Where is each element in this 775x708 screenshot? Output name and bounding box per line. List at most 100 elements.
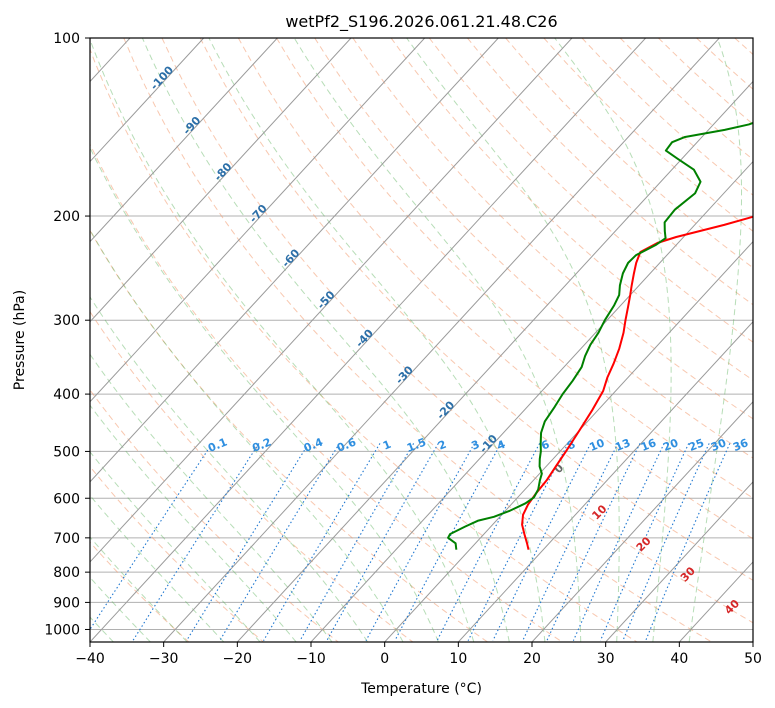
x-tick-label: 20 — [523, 651, 541, 667]
mixing-ratio-line — [599, 443, 690, 641]
isotherm-line — [90, 38, 573, 563]
profile-series — [447, 121, 753, 550]
axis-ticks: −40 −30 −20 −10 0 10 20 30 40 50 100 200 300 400 500 60… — [44, 31, 762, 667]
isotherm-line — [90, 38, 205, 163]
mixing-ratio-line — [263, 443, 381, 641]
dry-adiabat-line — [90, 541, 190, 642]
moist-adiabat-line — [90, 494, 225, 642]
dry-adiabat-line — [390, 38, 753, 381]
moist-adiabat-line — [90, 536, 188, 642]
isotherm-line — [90, 38, 426, 403]
x-tick-label: 30 — [597, 651, 615, 667]
moist-adiabat-line — [90, 38, 475, 642]
x-tick-label: −10 — [296, 651, 326, 667]
dewpoint-line — [447, 121, 753, 550]
dry-adiabat-line — [199, 38, 753, 581]
isotherm-label: -70 — [247, 202, 270, 226]
moist-adiabat-line — [208, 38, 546, 642]
x-tick-label: −30 — [149, 651, 179, 667]
mixing-ratio-label: 0.2 — [250, 435, 273, 454]
dry-adiabat-line — [543, 38, 753, 232]
y-tick-label: 700 — [53, 531, 80, 547]
mixing-ratio-label: 0.6 — [335, 435, 358, 454]
dry-adiabat-line — [734, 38, 753, 56]
mixing-ratio-label: 8 — [565, 438, 577, 453]
mixing-ratio-line — [394, 443, 502, 641]
moist-adiabat-line — [90, 451, 261, 642]
y-tick-label: 200 — [53, 209, 80, 225]
dry-adiabat-line — [90, 465, 264, 642]
mixing-ratio-label: 25 — [687, 436, 706, 454]
x-axis-label: Temperature (°C) — [360, 681, 482, 697]
isotherm-line — [457, 320, 753, 642]
mixing-ratio-label: 10 — [587, 436, 606, 454]
isotherm-line — [90, 38, 278, 243]
y-tick-label: 400 — [53, 387, 80, 403]
mixing-ratio-label: 1 — [381, 438, 393, 453]
moist-adiabat-line — [90, 146, 439, 642]
moist-adiabat-line — [90, 576, 151, 642]
dry-adiabat-line — [161, 38, 753, 624]
isotherm-line — [0, 38, 56, 642]
isotherm-line — [163, 38, 720, 642]
moist-adiabat-label: 40 — [722, 597, 742, 617]
y-tick-label: 900 — [53, 595, 80, 611]
mixing-ratio-label: 36 — [731, 436, 750, 454]
isotherm-label: -90 — [180, 114, 203, 138]
mixing-ratio-line — [326, 443, 439, 641]
chart-title: wetPf2_S196.2026.061.21.48.C26 — [285, 12, 557, 32]
isotherm-label: -20 — [434, 398, 457, 422]
dry-adiabat-line — [581, 38, 753, 196]
mixing-ratio-label: 16 — [639, 436, 658, 454]
isotherm-line — [236, 80, 753, 642]
moist-adiabat-line — [90, 228, 404, 642]
x-tick-label: −20 — [223, 651, 253, 667]
y-axis-label: Pressure (hPa) — [12, 290, 28, 390]
dry-adiabat-line — [276, 38, 753, 499]
plot-frame — [89, 37, 754, 643]
dry-adiabat-line — [467, 38, 753, 306]
mixing-ratio-label: 20 — [661, 436, 680, 454]
dry-adiabat-line — [90, 389, 339, 642]
x-tick-label: 50 — [744, 651, 762, 667]
y-tick-label: 500 — [53, 444, 80, 460]
y-tick-label: 800 — [53, 565, 80, 581]
dry-adiabat-line — [90, 310, 414, 642]
isotherm-line — [605, 481, 753, 642]
mixing-ratio-label: 3 — [469, 438, 481, 453]
mixing-ratio-label: 4 — [495, 438, 507, 453]
dry-adiabat-line — [237, 38, 753, 540]
y-tick-label: 300 — [53, 313, 80, 329]
mixing-ratio-label: 30 — [709, 436, 728, 454]
isotherm-label: -40 — [353, 326, 376, 350]
isotherm-label: -100 — [148, 63, 177, 92]
mixing-ratio-line — [186, 443, 310, 641]
moist-adiabat-label: 30 — [678, 564, 698, 584]
isotherm-label: -50 — [315, 288, 338, 312]
moist-adiabat-line — [90, 404, 297, 642]
dry-adiabat-line — [352, 38, 753, 420]
x-tick-label: 0 — [380, 651, 389, 667]
moist-adiabat-line — [554, 38, 672, 642]
background-lines — [0, 38, 753, 642]
mixing-ratio-line — [572, 443, 665, 641]
mixing-ratio-line — [90, 443, 213, 631]
moist-adiabat-line — [688, 38, 743, 642]
dry-adiabat-line — [90, 143, 563, 642]
y-tick-label: 100 — [53, 31, 80, 47]
moist-adiabat-label: 20 — [634, 534, 654, 554]
isotherm-line — [384, 240, 753, 642]
isotherm-line — [310, 160, 753, 642]
x-tick-label: 40 — [670, 651, 688, 667]
dry-adiabat-line — [90, 229, 488, 642]
mixing-ratio-line — [622, 443, 710, 641]
y-tick-label: 1000 — [44, 622, 80, 638]
moist-adiabat-line — [293, 38, 582, 642]
mixing-ratio-line — [467, 443, 569, 641]
x-tick-label: −40 — [75, 651, 105, 667]
isotherm-label: -30 — [393, 363, 416, 387]
isotherm-line — [90, 38, 499, 483]
isotherm-line — [90, 38, 352, 323]
